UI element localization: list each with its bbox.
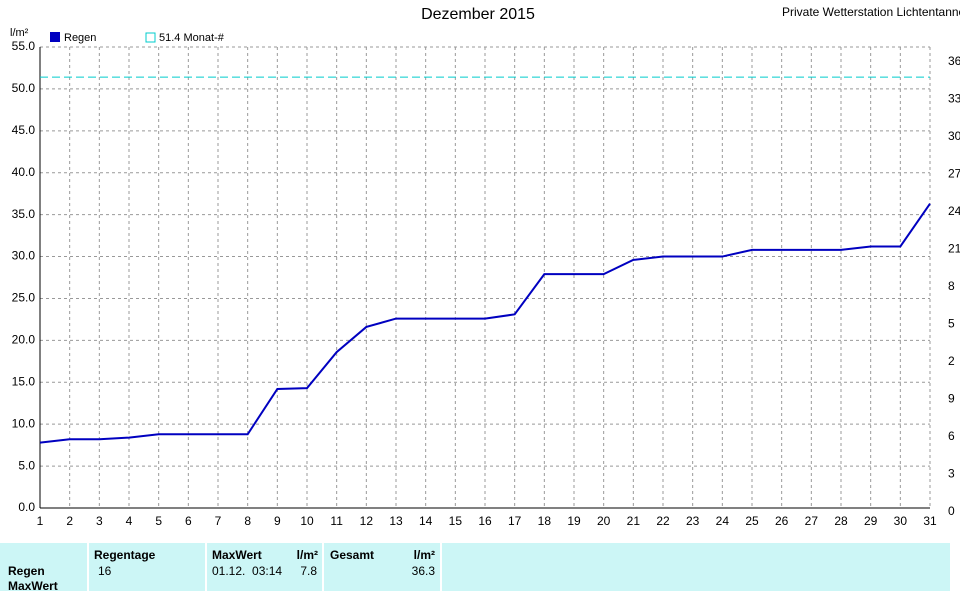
x-tick-label: 14 — [419, 514, 433, 528]
x-tick-label: 4 — [126, 514, 133, 528]
table-header: l/m² — [414, 548, 435, 562]
y-tick-label: 50.0 — [12, 81, 36, 95]
station-name: Private Wetterstation Lichtentanne ı L — [782, 5, 960, 19]
table-header: Regentage — [94, 548, 156, 562]
y-tick-label: 55.0 — [12, 39, 36, 53]
y-tick-label: 15.0 — [12, 374, 36, 388]
x-tick-label: 27 — [805, 514, 819, 528]
y-tick-label: 35.0 — [12, 207, 36, 221]
y-tick-label: 10.0 — [12, 416, 36, 430]
x-tick-label: 22 — [656, 514, 670, 528]
x-tick-label: 16 — [478, 514, 492, 528]
legend-swatch — [145, 32, 156, 43]
y-tick-label: 25.0 — [12, 291, 36, 305]
x-tick-label: 2 — [66, 514, 73, 528]
table-cell: 01.12. 03:14 — [212, 564, 282, 578]
y-tick-label: 40.0 — [12, 165, 36, 179]
table-header: l/m² — [297, 548, 318, 562]
legend-label: Regen — [64, 32, 96, 44]
right-axis-label: 5 — [948, 317, 955, 331]
table-cell: 7.8 — [300, 564, 317, 578]
x-tick-label: 3 — [96, 514, 103, 528]
right-axis-label: 21 — [948, 242, 960, 256]
row-label: Regen — [8, 564, 45, 578]
right-axis-label: 24 — [948, 204, 960, 218]
x-tick-label: 1 — [37, 514, 44, 528]
legend-swatch — [50, 32, 60, 42]
x-tick-label: 30 — [894, 514, 908, 528]
right-axis-label: 30 — [948, 129, 960, 143]
right-axis-label: 3 — [948, 467, 955, 481]
x-tick-label: 5 — [155, 514, 162, 528]
x-tick-label: 9 — [274, 514, 281, 528]
x-tick-label: 13 — [389, 514, 403, 528]
y-tick-label: 0.0 — [18, 500, 35, 514]
right-axis-label: 6 — [948, 429, 955, 443]
x-tick-label: 10 — [300, 514, 314, 528]
y-tick-label: 5.0 — [18, 458, 35, 472]
right-axis-label: 33 — [948, 92, 960, 106]
right-axis-label: 0 — [948, 504, 955, 518]
x-tick-label: 8 — [244, 514, 251, 528]
x-tick-label: 12 — [360, 514, 374, 528]
right-axis-label: 9 — [948, 392, 955, 406]
y-tick-label: 30.0 — [12, 249, 36, 263]
x-tick-label: 7 — [215, 514, 222, 528]
chart-title: Dezember 2015 — [421, 6, 535, 23]
x-tick-label: 23 — [686, 514, 700, 528]
legend-label: 51.4 Monat-# — [159, 32, 225, 44]
data-line — [39, 203, 931, 444]
table-cell: 36.3 — [412, 564, 436, 578]
y-axis-label: l/m² — [10, 27, 29, 39]
x-tick-label: 29 — [864, 514, 878, 528]
table-background — [0, 543, 950, 591]
y-tick-label: 45.0 — [12, 123, 36, 137]
table-header: MaxWert — [212, 548, 262, 562]
table-cell: 16 — [98, 564, 112, 578]
x-tick-label: 15 — [449, 514, 463, 528]
x-tick-label: 25 — [745, 514, 759, 528]
x-tick-label: 21 — [627, 514, 641, 528]
right-axis-label: 2 — [948, 354, 955, 368]
table-header: Gesamt — [330, 548, 374, 562]
y-tick-label: 20.0 — [12, 333, 36, 347]
x-tick-label: 11 — [330, 514, 343, 528]
right-axis-label: 36 — [948, 54, 960, 68]
x-tick-label: 20 — [597, 514, 611, 528]
x-tick-label: 18 — [538, 514, 552, 528]
x-tick-label: 17 — [508, 514, 522, 528]
right-axis-label: 8 — [948, 279, 955, 293]
x-tick-label: 6 — [185, 514, 192, 528]
x-tick-label: 28 — [834, 514, 848, 528]
row-label: MaxWert — [8, 579, 58, 591]
x-tick-label: 31 — [923, 514, 937, 528]
x-tick-label: 19 — [567, 514, 581, 528]
x-tick-label: 26 — [775, 514, 789, 528]
x-tick-label: 24 — [716, 514, 730, 528]
right-axis-label: 27 — [948, 167, 960, 181]
